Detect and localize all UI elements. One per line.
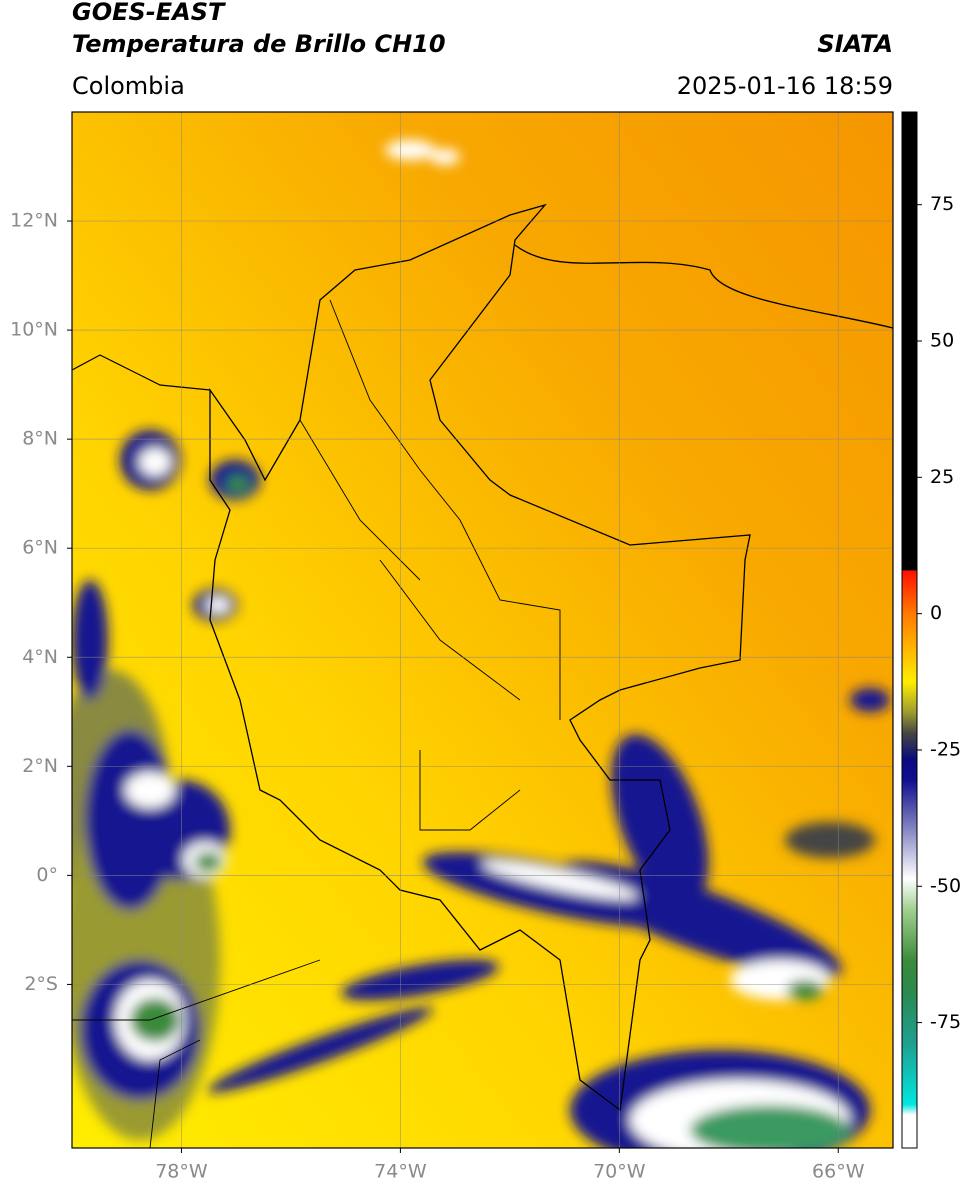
colorbar-tick-label: 0	[930, 602, 942, 624]
map-frame	[71, 111, 894, 1149]
map-image	[72, 112, 893, 1148]
colorbar-tick-label: -50	[930, 875, 961, 897]
y-tick-label: 2°S	[24, 973, 58, 995]
y-tick-label: 0°	[36, 864, 58, 886]
colorbar-tick-label: 75	[930, 193, 954, 215]
colorbar-tick-label: -25	[930, 738, 961, 760]
x-tick-label: 66°W	[812, 1161, 865, 1183]
x-tick-label: 74°W	[374, 1161, 427, 1183]
title: GOES-EAST	[72, 0, 226, 26]
x-tick-label: 78°W	[155, 1161, 208, 1183]
source: SIATA	[817, 30, 893, 58]
colorbar-tick-label: 50	[930, 330, 954, 352]
y-tick-label: 12°N	[10, 210, 58, 232]
region: Colombia	[72, 72, 185, 100]
y-tick-label: 8°N	[22, 428, 58, 450]
timestamp: 2025-01-16 18:59	[677, 72, 893, 100]
y-tick-label: 6°N	[22, 537, 58, 559]
colorbar	[901, 111, 918, 1149]
y-tick-label: 10°N	[10, 319, 58, 341]
colorbar-tick-label: 25	[930, 466, 954, 488]
colorbar-tick-label: -75	[930, 1011, 961, 1033]
x-tick-label: 70°W	[593, 1161, 646, 1183]
subtitle: Temperatura de Brillo CH10	[72, 30, 446, 58]
y-tick-label: 2°N	[22, 755, 58, 777]
y-tick-label: 4°N	[22, 646, 58, 668]
grid	[72, 112, 893, 1148]
